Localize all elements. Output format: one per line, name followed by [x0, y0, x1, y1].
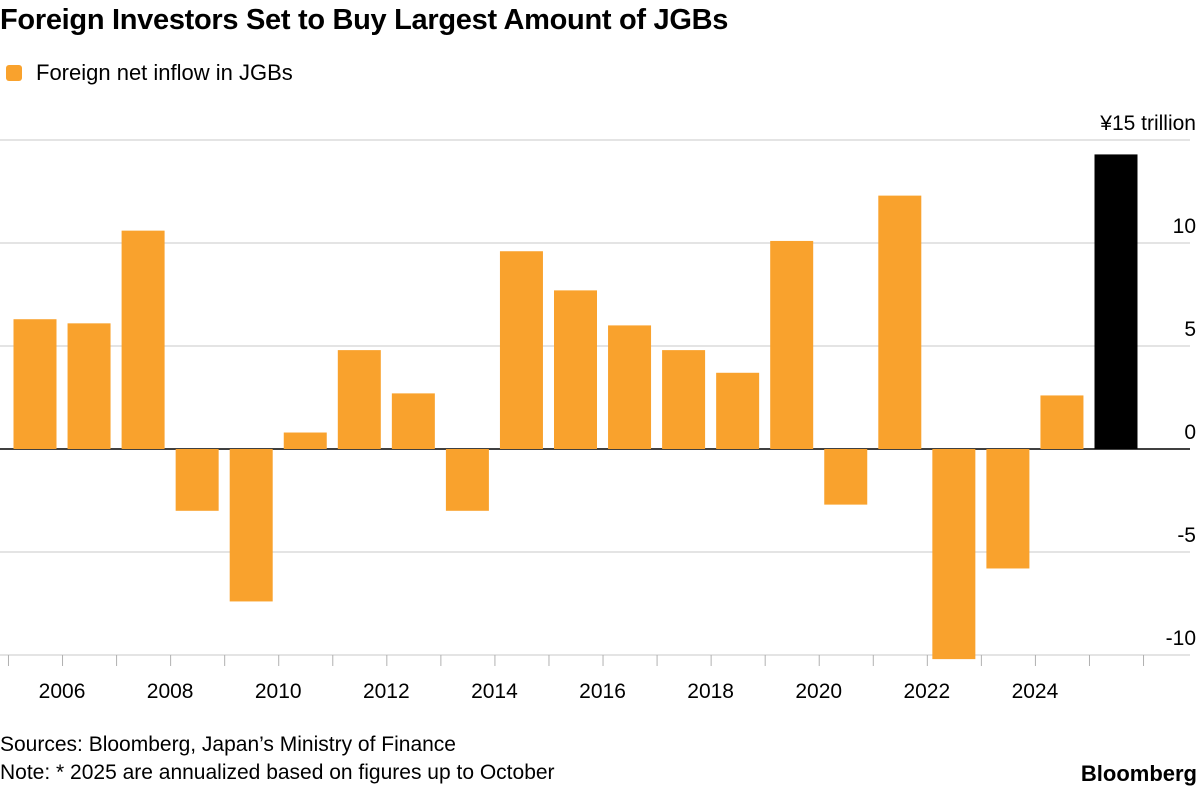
- bar-2024: [1040, 395, 1084, 449]
- y-tick-label: ¥15 trillion: [1099, 112, 1196, 135]
- chart-title: Foreign Investors Set to Buy Largest Amo…: [0, 4, 729, 36]
- bar-2019: [770, 240, 814, 449]
- x-tick-label: 2014: [471, 680, 518, 703]
- bar-2018: [716, 372, 760, 449]
- legend: Foreign net inflow in JGBs: [6, 60, 293, 86]
- x-tick-label: 2006: [39, 680, 86, 703]
- bar-2008: [175, 449, 219, 511]
- note-text: Note: * 2025 are annualized based on fig…: [0, 761, 555, 784]
- x-tick-label: 2024: [1012, 680, 1059, 703]
- bar-2006: [67, 323, 111, 449]
- y-tick-label: -5: [1177, 524, 1196, 547]
- bar-2023: [986, 449, 1030, 569]
- x-tick-label: 2022: [903, 680, 950, 703]
- x-tick-label: 2018: [687, 680, 734, 703]
- bar-2017: [662, 350, 706, 449]
- x-axis: 2006 2008 2010 2012 2014 2016 2018 2020 2022 2024: [7, 655, 1145, 703]
- x-tick-label: 2008: [147, 680, 194, 703]
- bar-2011: [337, 350, 381, 449]
- legend-label: Foreign net inflow in JGBs: [36, 60, 293, 85]
- x-tick-label: 2010: [255, 680, 302, 703]
- bar-2005: [13, 319, 57, 449]
- bar-2014: [499, 251, 543, 449]
- bar-2013: [445, 449, 489, 511]
- legend-swatch: [6, 65, 22, 81]
- x-tick-label: 2020: [795, 680, 842, 703]
- bars: [13, 154, 1138, 660]
- y-axis-labels: ¥15 trillion 10 5 0 -5 -10: [1099, 112, 1196, 650]
- bloomberg-logo: Bloomberg: [1080, 761, 1197, 786]
- sources-text: Sources: Bloomberg, Japan’s Ministry of …: [0, 733, 456, 756]
- bar-2020: [824, 449, 868, 505]
- y-tick-label: 5: [1184, 318, 1196, 341]
- y-tick-label: 10: [1173, 215, 1196, 238]
- bar-2022: [932, 449, 976, 660]
- bar-2015: [554, 290, 597, 449]
- bar-2012: [391, 393, 435, 449]
- y-tick-label: -10: [1166, 627, 1196, 650]
- bar-chart: 2006 2008 2010 2012 2014 2016 2018 2020 2022 2024…: [0, 112, 1196, 703]
- x-tick-label: 2016: [579, 680, 626, 703]
- bar-2010: [283, 432, 327, 449]
- bar-2016: [608, 325, 652, 449]
- bar-2025: [1094, 154, 1138, 450]
- bar-2007: [121, 230, 165, 449]
- bar-2009: [229, 449, 273, 602]
- x-tick-label: 2012: [363, 680, 410, 703]
- y-tick-label: 0: [1184, 421, 1196, 444]
- bar-2021: [878, 195, 922, 449]
